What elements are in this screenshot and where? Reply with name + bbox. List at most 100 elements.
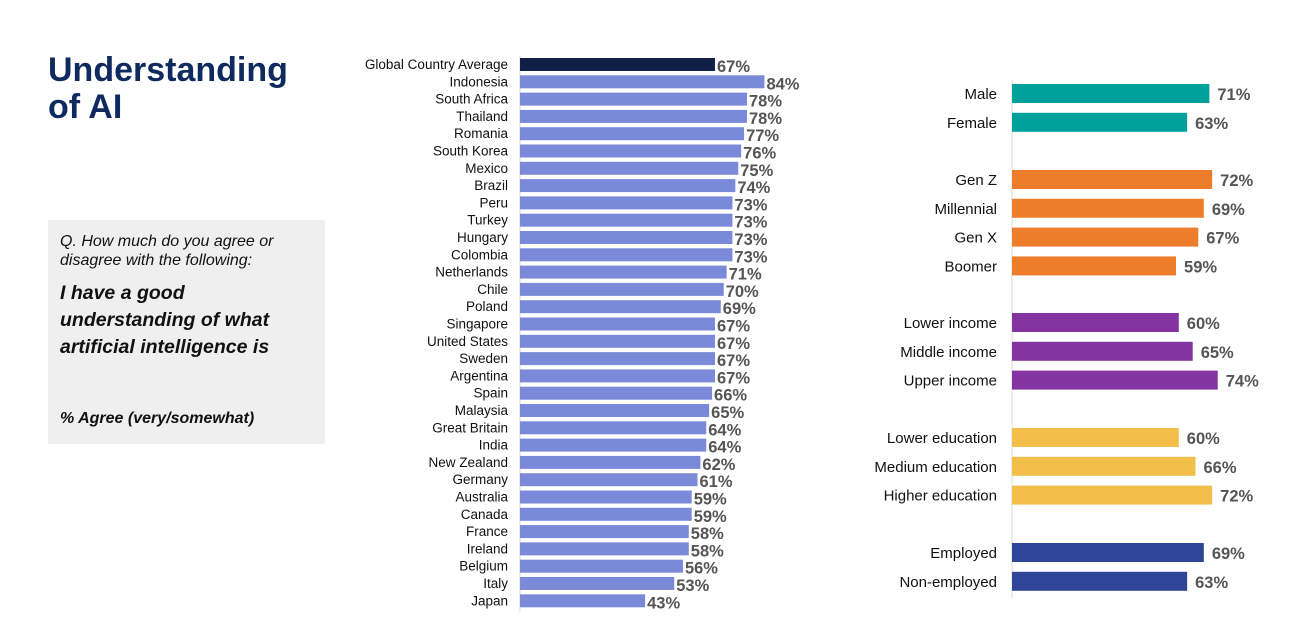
- category-label-male: Male: [964, 86, 997, 103]
- value-label-south-africa: 78%: [749, 93, 782, 111]
- value-label-upper-income: 74%: [1226, 373, 1259, 391]
- value-label-malaysia: 65%: [711, 404, 744, 422]
- bar-spain: [520, 386, 713, 400]
- value-label-india: 64%: [708, 439, 741, 457]
- value-label-germany: 61%: [700, 473, 733, 491]
- bar-singapore: [520, 317, 715, 331]
- value-label-canada: 59%: [694, 508, 727, 526]
- bar-poland: [520, 300, 721, 314]
- value-label-female: 63%: [1195, 115, 1228, 133]
- value-label-middle-income: 65%: [1201, 344, 1234, 362]
- value-label-sweden: 67%: [717, 352, 750, 370]
- value-label-mexico: 75%: [740, 162, 773, 180]
- value-label-united-states: 67%: [717, 335, 750, 353]
- bar-united-states: [520, 334, 715, 348]
- category-label-great-britain: Great Britain: [432, 420, 508, 435]
- bar-turkey: [520, 213, 733, 227]
- agree-note: % Agree (very/somewhat): [60, 410, 255, 427]
- category-label-indonesia: Indonesia: [449, 74, 508, 89]
- category-label-germany: Germany: [452, 472, 508, 487]
- category-label-south-africa: South Africa: [435, 92, 508, 107]
- bar-lower-income: [1012, 313, 1179, 332]
- category-label-south-korea: South Korea: [433, 144, 509, 159]
- category-label-romania: Romania: [454, 126, 509, 141]
- value-label-spain: 66%: [714, 387, 747, 405]
- category-label-peru: Peru: [479, 195, 508, 210]
- category-label-mexico: Mexico: [465, 161, 508, 176]
- value-label-boomer: 59%: [1184, 258, 1217, 276]
- question-box: Q. How much do you agree or disagree wit…: [48, 220, 325, 444]
- bar-mexico: [520, 161, 739, 175]
- category-label-millennial: Millennial: [934, 201, 997, 218]
- category-label-sweden: Sweden: [459, 351, 508, 366]
- question-text: Q. How much do you agree or disagree wit…: [60, 233, 274, 269]
- category-label-belgium: Belgium: [459, 559, 508, 574]
- category-label-hungary: Hungary: [457, 230, 508, 245]
- bar-south-korea: [520, 144, 742, 158]
- value-label-peru: 73%: [734, 196, 767, 214]
- bar-india: [520, 438, 707, 452]
- bar-boomer: [1012, 256, 1177, 276]
- bar-australia: [520, 490, 692, 504]
- bar-gen-z: [1012, 170, 1213, 189]
- bar-middle-income: [1012, 341, 1193, 361]
- category-label-gen-z: Gen Z: [955, 172, 997, 189]
- statement-text: I have a good understanding of what arti…: [60, 282, 270, 358]
- category-label-india: India: [479, 438, 509, 453]
- value-label-south-korea: 76%: [743, 145, 776, 163]
- category-label-boomer: Boomer: [944, 258, 997, 275]
- value-label-singapore: 67%: [717, 318, 750, 336]
- bar-employed: [1012, 543, 1204, 562]
- category-label-thailand: Thailand: [456, 109, 508, 124]
- bar-south-africa: [520, 92, 747, 106]
- bar-higher-education: [1012, 485, 1213, 505]
- category-label-medium-education: Medium education: [874, 459, 997, 476]
- category-label-japan: Japan: [471, 593, 508, 608]
- value-label-colombia: 73%: [734, 248, 767, 266]
- bar-female: [1012, 112, 1188, 132]
- category-label-non-employed: Non-employed: [899, 574, 997, 591]
- value-label-employed: 69%: [1212, 545, 1245, 563]
- category-label-higher-education: Higher education: [884, 488, 997, 505]
- value-label-lower-education: 60%: [1187, 430, 1220, 448]
- category-label-female: Female: [947, 115, 997, 132]
- bar-romania: [520, 127, 745, 141]
- category-label-lower-education: Lower education: [887, 430, 997, 447]
- category-label-ireland: Ireland: [467, 541, 508, 556]
- category-label-colombia: Colombia: [451, 247, 509, 262]
- value-label-higher-education: 72%: [1220, 488, 1253, 506]
- category-label-spain: Spain: [473, 386, 508, 401]
- bar-great-britain: [520, 421, 707, 435]
- value-label-new-zealand: 62%: [702, 456, 735, 474]
- bar-peru: [520, 196, 733, 210]
- value-label-turkey: 73%: [734, 214, 767, 232]
- category-label-canada: Canada: [461, 507, 509, 522]
- category-label-new-zealand: New Zealand: [428, 455, 508, 470]
- value-label-indonesia: 84%: [766, 75, 799, 93]
- value-label-argentina: 67%: [717, 369, 750, 387]
- bar-gen-x: [1012, 227, 1199, 247]
- value-label-romania: 77%: [746, 127, 779, 145]
- bar-new-zealand: [520, 455, 701, 469]
- value-label-japan: 43%: [647, 594, 680, 612]
- value-label-great-britain: 64%: [708, 421, 741, 439]
- value-label-hungary: 73%: [734, 231, 767, 249]
- value-label-gen-z: 72%: [1220, 172, 1253, 190]
- value-label-netherlands: 71%: [729, 266, 762, 284]
- bar-colombia: [520, 248, 733, 262]
- value-label-non-employed: 63%: [1195, 574, 1228, 592]
- category-label-global-country-average: Global Country Average: [365, 57, 508, 72]
- category-label-poland: Poland: [466, 299, 508, 314]
- bar-indonesia: [520, 75, 765, 89]
- category-label-turkey: Turkey: [467, 213, 508, 228]
- category-label-gen-x: Gen X: [954, 230, 997, 247]
- page-title: Understanding of AI: [48, 52, 288, 126]
- bar-germany: [520, 473, 698, 487]
- category-label-australia: Australia: [455, 490, 508, 505]
- category-label-netherlands: Netherlands: [435, 265, 508, 280]
- bar-canada: [520, 507, 692, 521]
- value-label-thailand: 78%: [749, 110, 782, 128]
- value-label-male: 71%: [1217, 86, 1250, 104]
- value-label-france: 58%: [691, 525, 724, 543]
